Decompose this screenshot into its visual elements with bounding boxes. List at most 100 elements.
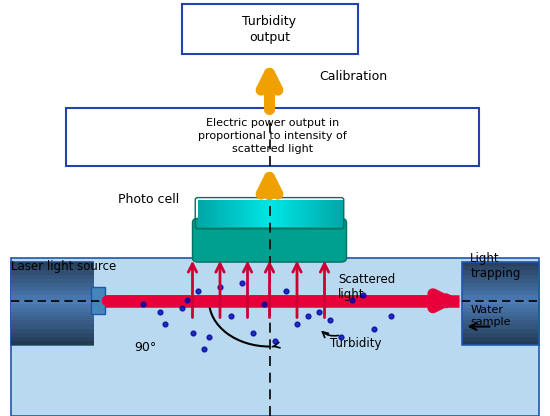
- Bar: [462, 283, 539, 287]
- Bar: [11, 275, 94, 279]
- Bar: [251, 200, 254, 227]
- FancyBboxPatch shape: [91, 287, 104, 314]
- Bar: [323, 200, 327, 227]
- Point: [326, 317, 334, 324]
- Bar: [288, 200, 292, 227]
- Point: [199, 346, 208, 353]
- Bar: [336, 200, 342, 227]
- Bar: [233, 200, 236, 227]
- Bar: [462, 308, 539, 312]
- Bar: [279, 200, 284, 227]
- Point: [177, 305, 186, 311]
- Bar: [241, 200, 246, 227]
- Point: [227, 313, 235, 319]
- Bar: [11, 279, 94, 283]
- Bar: [11, 337, 94, 341]
- Bar: [462, 324, 539, 329]
- Bar: [297, 200, 301, 227]
- Bar: [274, 200, 277, 227]
- Point: [260, 300, 268, 307]
- Point: [161, 321, 169, 328]
- Point: [359, 292, 367, 299]
- Bar: [227, 200, 232, 227]
- Bar: [312, 200, 318, 227]
- Point: [282, 288, 290, 295]
- Bar: [11, 295, 94, 300]
- Bar: [270, 200, 275, 227]
- Bar: [260, 200, 265, 227]
- FancyBboxPatch shape: [11, 258, 539, 416]
- Bar: [462, 270, 539, 275]
- Bar: [300, 200, 304, 227]
- Bar: [11, 287, 94, 291]
- Bar: [315, 200, 318, 227]
- Text: Photo cell: Photo cell: [118, 193, 179, 206]
- Point: [238, 280, 246, 286]
- Bar: [332, 200, 336, 227]
- Bar: [462, 316, 539, 320]
- Bar: [462, 304, 539, 308]
- Bar: [317, 200, 322, 227]
- Point: [337, 334, 345, 340]
- Bar: [255, 200, 261, 227]
- Bar: [216, 200, 219, 227]
- FancyBboxPatch shape: [182, 4, 358, 54]
- Bar: [284, 200, 289, 227]
- Bar: [462, 320, 539, 324]
- Point: [348, 296, 356, 303]
- Bar: [11, 304, 94, 308]
- Bar: [198, 200, 201, 227]
- Bar: [271, 200, 274, 227]
- Bar: [462, 266, 539, 270]
- Bar: [11, 300, 94, 304]
- Bar: [11, 270, 94, 275]
- Bar: [329, 200, 333, 227]
- Bar: [293, 200, 299, 227]
- Bar: [306, 200, 310, 227]
- Bar: [268, 200, 272, 227]
- Bar: [283, 200, 286, 227]
- Bar: [262, 200, 266, 227]
- Bar: [462, 287, 539, 291]
- Bar: [11, 329, 94, 333]
- Point: [188, 329, 197, 336]
- Point: [271, 338, 279, 344]
- Point: [183, 296, 191, 303]
- Bar: [462, 279, 539, 283]
- Bar: [303, 200, 308, 227]
- Bar: [203, 200, 208, 227]
- Bar: [274, 200, 279, 227]
- Bar: [242, 200, 245, 227]
- Bar: [280, 200, 283, 227]
- Bar: [239, 200, 242, 227]
- Text: Scattered
light: Scattered light: [338, 273, 395, 301]
- Bar: [321, 200, 324, 227]
- Bar: [312, 200, 315, 227]
- Point: [370, 325, 378, 332]
- Bar: [277, 200, 280, 227]
- Bar: [462, 333, 539, 337]
- Text: Calibration: Calibration: [319, 70, 387, 84]
- Bar: [222, 200, 227, 227]
- Bar: [224, 200, 228, 227]
- Bar: [462, 337, 539, 341]
- Bar: [11, 266, 94, 270]
- Bar: [218, 200, 222, 227]
- Point: [315, 309, 323, 315]
- Point: [155, 309, 164, 315]
- Bar: [259, 200, 263, 227]
- Bar: [246, 200, 251, 227]
- Bar: [462, 291, 539, 295]
- Bar: [318, 200, 321, 227]
- Bar: [11, 262, 94, 266]
- Bar: [11, 341, 94, 345]
- Bar: [212, 200, 218, 227]
- Bar: [207, 200, 213, 227]
- FancyBboxPatch shape: [11, 262, 94, 345]
- Bar: [462, 312, 539, 316]
- Bar: [245, 200, 248, 227]
- Bar: [462, 275, 539, 279]
- Bar: [462, 295, 539, 300]
- Bar: [11, 283, 94, 287]
- Point: [249, 329, 257, 336]
